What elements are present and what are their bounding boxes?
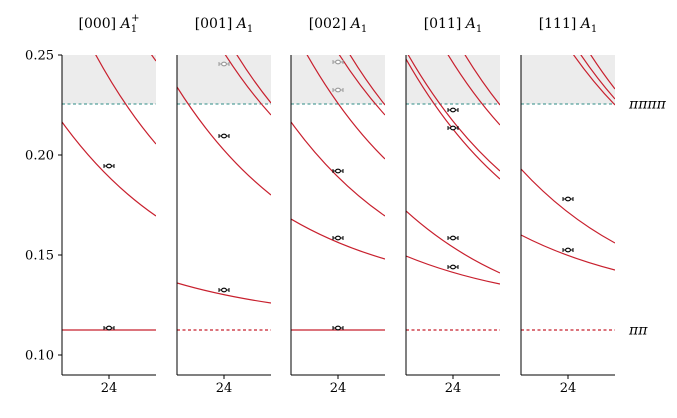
panel-title-irrep: [011]: [424, 16, 466, 32]
energy-curve: [406, 210, 500, 274]
x-tick-label: 24: [216, 381, 233, 396]
point-marker: [335, 235, 341, 241]
energy-curve: [62, 121, 156, 217]
point-marker: [450, 235, 456, 241]
data-point: [332, 235, 344, 241]
point-marker: [106, 325, 112, 331]
energy-curve: [521, 168, 615, 244]
panel-title: [002] A1: [309, 16, 368, 35]
data-point: [447, 235, 459, 241]
panel-title-irrep: [111]: [539, 16, 581, 32]
panel-title: [001] A1: [195, 16, 254, 35]
data-point: [332, 325, 344, 331]
energy-curve: [338, 55, 385, 116]
data-point: [218, 61, 230, 67]
pipipipi-label: ππππ: [628, 97, 667, 113]
panel-title-sup: +: [131, 13, 139, 24]
point-marker: [106, 163, 112, 169]
point-marker: [565, 196, 571, 202]
point-marker: [221, 133, 227, 139]
x-tick-label: 24: [445, 381, 462, 396]
point-marker: [335, 59, 341, 65]
y-tick-label: 0.10: [25, 349, 54, 364]
panel-title: [000] A1+: [79, 13, 140, 35]
x-tick-label: 24: [330, 381, 347, 396]
energy-curve: [95, 55, 156, 145]
energy-curve: [236, 55, 271, 104]
point-layer: [103, 59, 574, 331]
data-point: [562, 247, 574, 253]
energy-curve: [580, 55, 615, 100]
energy-curve: [407, 55, 500, 172]
data-point: [218, 287, 230, 293]
panel-title-sub: 1: [476, 24, 482, 35]
energy-curve: [306, 55, 385, 160]
panel-title-rep: A: [119, 16, 131, 32]
energy-curve: [590, 55, 615, 90]
energy-curve: [464, 55, 500, 106]
energy-curve: [177, 282, 271, 304]
data-point: [447, 264, 459, 270]
panel-title: [111] A1: [539, 16, 598, 35]
panel-title: [011] A1: [424, 16, 483, 35]
data-point: [332, 59, 344, 65]
panel-title-rep: A: [579, 16, 591, 32]
energy-curve: [291, 121, 385, 217]
axes-layer: [58, 54, 615, 379]
data-point: [103, 163, 115, 169]
threshold-layer: [62, 103, 615, 331]
data-point: [447, 107, 459, 113]
point-marker: [450, 125, 456, 131]
energy-curve: [349, 55, 385, 106]
point-marker: [221, 61, 227, 67]
data-point: [218, 133, 230, 139]
energy-curve: [521, 234, 615, 271]
energy-curve: [291, 218, 385, 260]
shaded-region: [521, 55, 615, 104]
panel-title-irrep: [000]: [79, 16, 121, 32]
data-point: [332, 168, 344, 174]
data-point: [332, 87, 344, 93]
data-point: [562, 196, 574, 202]
panel-title-rep: A: [235, 16, 247, 32]
curve-layer: [62, 55, 615, 304]
panel-title-rep: A: [464, 16, 476, 32]
y-tick-label: 0.20: [25, 149, 54, 164]
x-tick-label: 24: [560, 381, 577, 396]
point-marker: [565, 247, 571, 253]
point-marker: [335, 87, 341, 93]
pipi-label: ππ: [628, 323, 648, 339]
point-marker: [335, 325, 341, 331]
energy-curve: [224, 55, 271, 116]
point-marker: [450, 264, 456, 270]
data-point: [447, 125, 459, 131]
data-point: [103, 325, 115, 331]
energy-curve: [572, 55, 615, 106]
point-marker: [335, 168, 341, 174]
panel-title-sub: 1: [361, 24, 367, 35]
panel-title-sub: 1: [247, 24, 253, 35]
panel-title-irrep: [001]: [195, 16, 237, 32]
shaded-region: [62, 55, 156, 104]
point-marker: [450, 107, 456, 113]
energy-curve: [447, 55, 500, 126]
point-marker: [221, 287, 227, 293]
x-tick-label: 24: [101, 381, 118, 396]
panel-title-irrep: [002]: [309, 16, 351, 32]
panel-title-rep: A: [349, 16, 361, 32]
energy-curve: [177, 86, 271, 196]
y-tick-label: 0.15: [25, 249, 54, 264]
energy-curve: [406, 58, 500, 180]
panel-title-sub: 1: [591, 24, 597, 35]
panel-title-sub: 1: [131, 24, 137, 35]
energy-curve: [406, 255, 500, 285]
y-tick-label: 0.25: [25, 49, 54, 64]
